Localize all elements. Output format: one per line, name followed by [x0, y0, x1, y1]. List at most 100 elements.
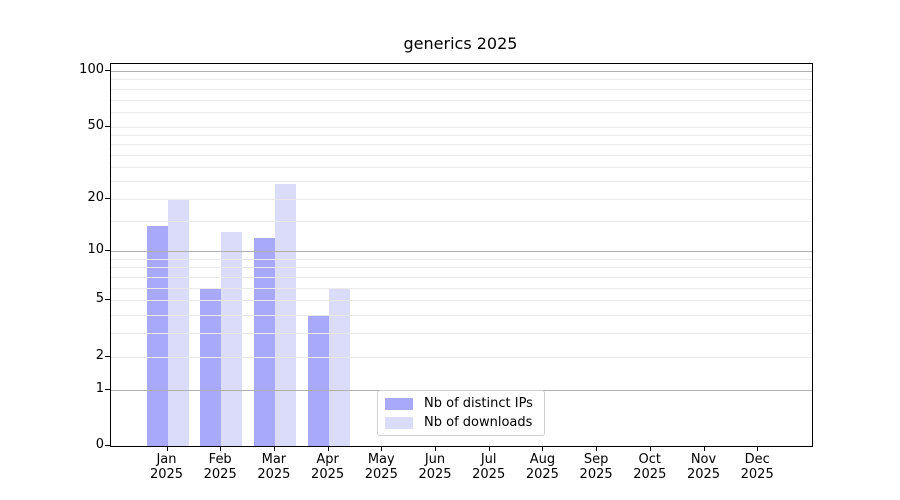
- y-tick-label: 10: [87, 242, 104, 258]
- x-tick-year: 2025: [203, 467, 237, 482]
- legend: Nb of distinct IPs Nb of downloads: [377, 390, 545, 436]
- x-tick-month: Sep: [583, 452, 609, 467]
- bar-nb-of-downloads-mar: [274, 184, 296, 446]
- x-tick-mark: [649, 447, 651, 451]
- y-tick-label: 2: [95, 347, 104, 363]
- x-tick-mark: [220, 447, 222, 451]
- bar-nb-of-distinct-ips-jan: [146, 225, 168, 446]
- x-tick-mark: [327, 447, 329, 451]
- gridline-minor: [111, 267, 812, 269]
- x-tick-label: Mar 2025: [244, 452, 304, 482]
- x-tick-month: Jan: [156, 452, 177, 467]
- bar-nb-of-distinct-ips-mar: [253, 237, 275, 446]
- gridline-minor: [111, 126, 812, 128]
- x-tick-label: Apr 2025: [298, 452, 358, 482]
- x-tick-month: Dec: [744, 452, 770, 467]
- x-tick-month: Nov: [690, 452, 717, 467]
- x-tick-mark: [435, 447, 436, 451]
- x-tick-year: 2025: [740, 467, 774, 482]
- gridline-major: [111, 251, 812, 253]
- x-tick-label: Sep 2025: [566, 452, 626, 482]
- gridline-minor: [111, 300, 812, 302]
- gridline-minor: [111, 198, 812, 200]
- y-tick-label: 5: [95, 291, 104, 307]
- y-tick-mark: [105, 355, 110, 357]
- x-tick-mark: [488, 447, 490, 451]
- x-tick-month: Jun: [424, 452, 446, 467]
- gridline-minor: [111, 181, 812, 183]
- y-tick-mark: [105, 125, 110, 127]
- gridline-minor: [111, 144, 812, 146]
- legend-label: Nb of downloads: [424, 415, 533, 430]
- gridline-minor: [111, 220, 812, 222]
- y-tick-mark: [105, 388, 110, 390]
- y-tick-label: 0: [95, 437, 104, 452]
- bar-nb-of-downloads-jan: [167, 198, 189, 446]
- y-tick-label: 20: [87, 189, 104, 205]
- x-tick-year: 2025: [579, 467, 613, 482]
- x-tick-label: Jan 2025: [137, 452, 197, 482]
- x-tick-mark: [757, 447, 759, 451]
- gridline-minor: [111, 287, 812, 289]
- bar-nb-of-distinct-ips-apr: [307, 315, 329, 446]
- gridline-minor: [111, 258, 812, 260]
- y-tick-mark: [105, 197, 110, 199]
- x-tick-year: 2025: [418, 467, 452, 482]
- y-tick-mark: [105, 445, 110, 446]
- gridline-minor: [111, 154, 812, 156]
- x-tick-year: 2025: [472, 467, 506, 482]
- x-tick-year: 2025: [257, 467, 291, 482]
- gridline-minor: [111, 99, 812, 101]
- x-tick-year: 2025: [311, 467, 345, 482]
- gridline-major: [111, 71, 812, 72]
- gridline-minor: [111, 88, 812, 90]
- y-tick-mark: [105, 250, 110, 252]
- x-tick-month: Jul: [480, 452, 497, 467]
- bar-nb-of-downloads-apr: [328, 287, 350, 446]
- x-tick-mark: [596, 447, 598, 451]
- x-tick-year: 2025: [686, 467, 721, 482]
- x-tick-label: Jun 2025: [405, 452, 465, 482]
- x-tick-year: 2025: [633, 467, 667, 482]
- x-tick-year: 2025: [525, 467, 559, 482]
- gridline-minor: [111, 277, 812, 279]
- gridline-minor: [111, 134, 812, 136]
- chart-title: generics 2025: [403, 34, 518, 53]
- x-tick-label: Feb 2025: [190, 452, 250, 482]
- bar-nb-of-distinct-ips-feb: [200, 287, 222, 446]
- x-tick-month: Feb: [208, 452, 232, 467]
- x-tick-label: Oct 2025: [620, 452, 680, 482]
- legend-item: Nb of distinct IPs: [385, 396, 544, 411]
- plot-area: [110, 63, 813, 447]
- x-tick-month: Apr: [316, 452, 339, 467]
- gridline-minor: [111, 166, 812, 168]
- x-tick-label: Aug 2025: [512, 452, 572, 482]
- x-tick-month: Aug: [529, 452, 556, 467]
- y-tick-mark: [105, 70, 110, 71]
- gridline-minor: [111, 315, 812, 317]
- y-tick-mark: [105, 299, 110, 301]
- x-tick-year: 2025: [149, 467, 184, 482]
- legend-swatch-icon: [385, 397, 413, 410]
- legend-swatch-icon: [385, 416, 413, 429]
- x-tick-mark: [273, 447, 275, 451]
- y-tick-label: 1: [95, 380, 104, 396]
- x-tick-month: Oct: [638, 452, 662, 467]
- x-tick-label: May 2025: [351, 452, 411, 482]
- legend-item: Nb of downloads: [385, 415, 544, 430]
- x-tick-mark: [703, 447, 705, 451]
- y-tick-label: 50: [87, 117, 104, 133]
- x-tick-month: Mar: [261, 452, 287, 467]
- x-tick-label: Dec 2025: [727, 452, 787, 482]
- gridline-minor: [111, 79, 812, 81]
- x-tick-month: May: [367, 452, 395, 467]
- bar-nb-of-downloads-feb: [221, 231, 243, 446]
- x-tick-mark: [542, 447, 544, 451]
- x-tick-mark: [166, 447, 168, 451]
- gridline-minor: [111, 111, 812, 113]
- x-tick-mark: [381, 447, 383, 451]
- gridline-minor: [111, 333, 812, 335]
- x-tick-year: 2025: [364, 467, 398, 482]
- legend-label: Nb of distinct IPs: [424, 396, 533, 411]
